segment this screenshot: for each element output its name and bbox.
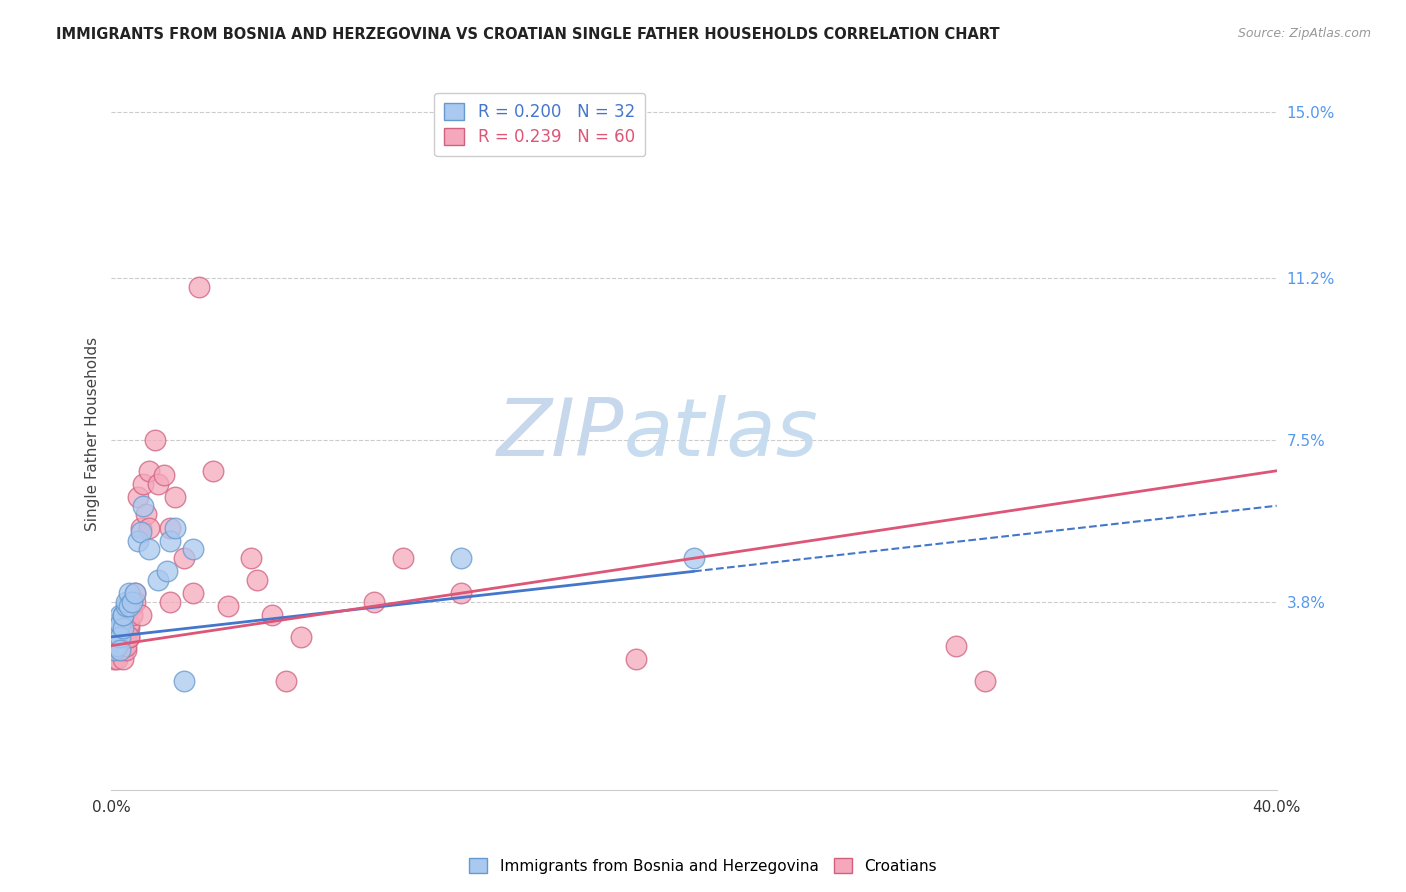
Point <box>108 630 131 644</box>
Point <box>112 630 135 644</box>
Point <box>105 639 128 653</box>
Point <box>115 595 138 609</box>
Point <box>450 551 472 566</box>
Point <box>105 643 128 657</box>
Point <box>143 433 166 447</box>
Legend: R = 0.200   N = 32, R = 0.239   N = 60: R = 0.200 N = 32, R = 0.239 N = 60 <box>434 93 645 156</box>
Point <box>363 595 385 609</box>
Point <box>945 639 967 653</box>
Point <box>108 616 131 631</box>
Point <box>105 651 128 665</box>
Point <box>217 599 239 614</box>
Point <box>159 533 181 548</box>
Point <box>115 630 138 644</box>
Point <box>276 673 298 688</box>
Point <box>129 524 152 539</box>
Text: atlas: atlas <box>624 394 818 473</box>
Point <box>108 607 131 622</box>
Point <box>105 639 128 653</box>
Point <box>118 630 141 644</box>
Point <box>181 542 204 557</box>
Point <box>105 616 128 631</box>
Point <box>121 595 143 609</box>
Point <box>124 595 146 609</box>
Point <box>112 630 135 644</box>
Point <box>391 551 413 566</box>
Point <box>105 621 128 635</box>
Point <box>138 542 160 557</box>
Point <box>683 551 706 566</box>
Point <box>103 630 125 644</box>
Point <box>115 630 138 644</box>
Point <box>105 630 128 644</box>
Point <box>135 508 157 522</box>
Point <box>187 280 209 294</box>
Point <box>103 643 125 657</box>
Point <box>112 651 135 665</box>
Point <box>112 607 135 622</box>
Point <box>118 586 141 600</box>
Point <box>153 468 176 483</box>
Point <box>173 673 195 688</box>
Point <box>108 621 131 635</box>
Point <box>159 595 181 609</box>
Point <box>146 476 169 491</box>
Point <box>108 643 131 657</box>
Point <box>112 643 135 657</box>
Point <box>103 630 125 644</box>
Point <box>115 599 138 614</box>
Point <box>246 573 269 587</box>
Point <box>103 616 125 631</box>
Point <box>118 616 141 631</box>
Point <box>159 520 181 534</box>
Point <box>112 621 135 635</box>
Point <box>115 630 138 644</box>
Point <box>108 639 131 653</box>
Point <box>118 621 141 635</box>
Point <box>127 533 149 548</box>
Point <box>115 639 138 653</box>
Point <box>173 551 195 566</box>
Point <box>124 586 146 600</box>
Point <box>121 607 143 622</box>
Text: IMMIGRANTS FROM BOSNIA AND HERZEGOVINA VS CROATIAN SINGLE FATHER HOUSEHOLDS CORR: IMMIGRANTS FROM BOSNIA AND HERZEGOVINA V… <box>56 27 1000 42</box>
Point <box>132 499 155 513</box>
Point <box>290 630 312 644</box>
Text: ZIP: ZIP <box>496 394 624 473</box>
Point <box>138 520 160 534</box>
Point <box>129 520 152 534</box>
Point <box>108 630 131 644</box>
Point <box>108 630 131 644</box>
Point <box>132 476 155 491</box>
Point <box>260 607 283 622</box>
Point <box>165 490 187 504</box>
Point <box>112 607 135 622</box>
Point <box>974 673 997 688</box>
Point <box>240 551 263 566</box>
Point <box>124 586 146 600</box>
Point <box>129 607 152 622</box>
Point <box>105 639 128 653</box>
Point <box>103 643 125 657</box>
Point <box>181 586 204 600</box>
Legend: Immigrants from Bosnia and Herzegovina, Croatians: Immigrants from Bosnia and Herzegovina, … <box>463 852 943 880</box>
Point <box>156 564 179 578</box>
Point <box>108 643 131 657</box>
Text: Source: ZipAtlas.com: Source: ZipAtlas.com <box>1237 27 1371 40</box>
Y-axis label: Single Father Households: Single Father Households <box>86 336 100 531</box>
Point <box>118 630 141 644</box>
Point <box>121 599 143 614</box>
Point <box>105 630 128 644</box>
Point <box>103 651 125 665</box>
Point <box>624 651 647 665</box>
Point <box>127 490 149 504</box>
Point <box>165 520 187 534</box>
Point <box>450 586 472 600</box>
Point <box>103 639 125 653</box>
Point <box>138 464 160 478</box>
Point <box>146 573 169 587</box>
Point <box>115 643 138 657</box>
Point <box>202 464 225 478</box>
Point <box>118 599 141 614</box>
